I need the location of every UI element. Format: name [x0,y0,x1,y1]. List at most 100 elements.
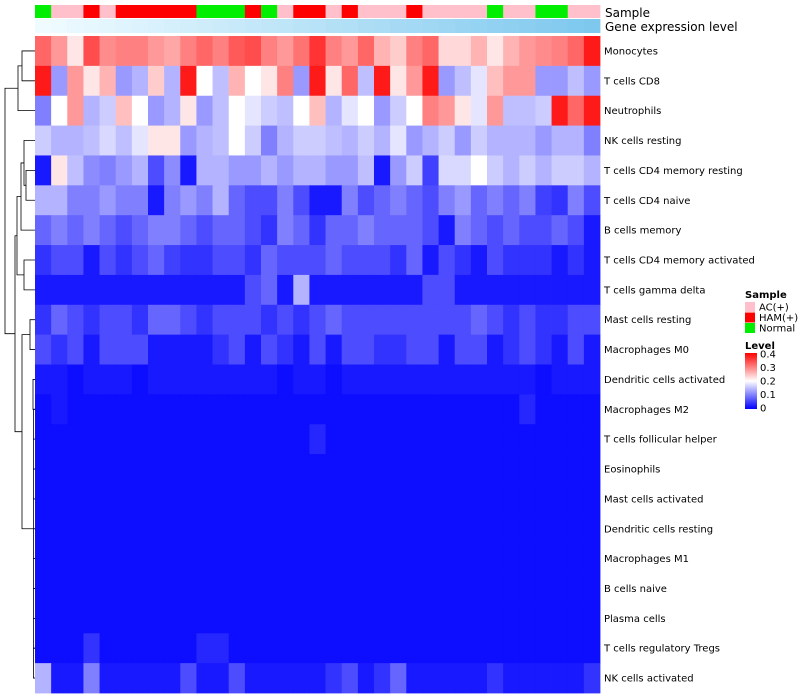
heatmap-cell [325,543,343,574]
heatmap-cell [325,274,343,306]
row-labels: Monocytes T cells CD8 Neutrophils NK cells … [603,46,755,684]
heatmap-cell [470,155,488,186]
heatmap-cell [99,334,117,365]
heatmap-cell [261,274,278,306]
heatmap-cell [212,304,230,336]
heatmap-cells [35,36,601,694]
heatmap-cell [503,424,520,455]
legend-level-title: Level [745,341,775,352]
heatmap-cell [277,36,294,67]
heatmap-cell [567,394,585,425]
sample-annotation-cell [357,5,375,18]
heatmap-cell [487,36,504,67]
heatmap-cell [390,573,407,604]
heatmap-cell [196,245,213,276]
dendrogram-branch [33,558,35,589]
heatmap-cell [164,155,181,186]
heatmap-cell [357,603,375,634]
heatmap-cell [406,573,423,604]
heatmap-cell [390,663,407,694]
heatmap-cell [487,125,504,156]
sample-annotation-cell [422,5,439,18]
heatmap-cell [164,663,181,694]
heatmap-cell [341,633,359,664]
heatmap-cell [244,36,262,67]
heatmap-cell [180,334,197,365]
heatmap-cell [131,215,149,246]
row-label: Mast cells activated [604,494,703,505]
heatmap-cell [583,125,601,156]
heatmap-cell [406,334,423,365]
heatmap-cell [487,95,504,126]
expression-annotation-cell [67,19,84,33]
heatmap-cell [164,603,181,634]
heatmap-cell [35,424,52,455]
heatmap-cell [519,65,536,97]
heatmap-cell [67,454,84,485]
heatmap-cell [535,454,552,485]
heatmap-cell [212,424,230,455]
heatmap-cell [115,274,133,306]
heatmap-cell [551,573,569,604]
expression-annotation-cell [293,19,310,33]
heatmap-cell [470,394,488,425]
legend: Sample AC(+)HAM(+)Normal Level 0.4 0.3 0.2… [745,290,798,415]
heatmap-cell [67,304,84,336]
heatmap-cell [83,454,100,485]
heatmap-cell [51,364,68,395]
heatmap-cell [196,483,213,515]
row-label: NK cells resting [604,136,681,147]
heatmap-cell [438,215,456,246]
heatmap-cell [438,334,456,365]
heatmap-cell [357,65,375,97]
heatmap-cell [357,663,375,694]
heatmap-cell [487,543,504,574]
heatmap-cell [148,364,165,395]
heatmap-cell [83,36,100,67]
heatmap-cell [309,603,326,634]
heatmap-cell [164,245,181,276]
heatmap-cell [390,274,407,306]
heatmap-cell [261,125,278,156]
heatmap-cell [535,543,552,574]
heatmap-cell [180,513,197,545]
heatmap-cell [196,364,213,395]
heatmap-cell [325,663,343,694]
heatmap-cell [390,245,407,276]
expression-annotation-cell [374,19,391,33]
heatmap-cell [148,155,165,186]
heatmap-cell [228,334,246,365]
heatmap-cell [244,65,262,97]
sample-annotation-cell [51,5,68,18]
heatmap-cell [390,155,407,186]
heatmap-cell [535,483,552,515]
heatmap-cell [503,663,520,694]
heatmap-cell [567,603,585,634]
heatmap-cell [293,36,310,67]
heatmap-cell [583,155,601,186]
dendrogram-branch [23,259,35,291]
heatmap-cell [131,334,149,365]
heatmap-cell [438,483,456,515]
heatmap-cell [551,334,569,365]
heatmap-cell [519,304,536,336]
heatmap-cell [470,633,488,664]
heatmap-cell [277,483,294,515]
heatmap-cell [309,454,326,485]
heatmap-cell [438,125,456,156]
heatmap-cell [341,304,359,336]
heatmap-cell [535,95,552,126]
heatmap-cell [551,215,569,246]
heatmap-cell [551,36,569,67]
heatmap-cell [503,573,520,604]
heatmap-cell [131,304,149,336]
heatmap-cell [164,334,181,365]
heatmap-cell [228,663,246,694]
expression-annotation-cell [438,19,456,33]
heatmap-cell [454,274,472,306]
heatmap-cell [196,334,213,365]
heatmap-cell [131,424,149,455]
heatmap-cell [35,603,52,634]
heatmap-cell [293,274,310,306]
heatmap-cell [99,274,117,306]
